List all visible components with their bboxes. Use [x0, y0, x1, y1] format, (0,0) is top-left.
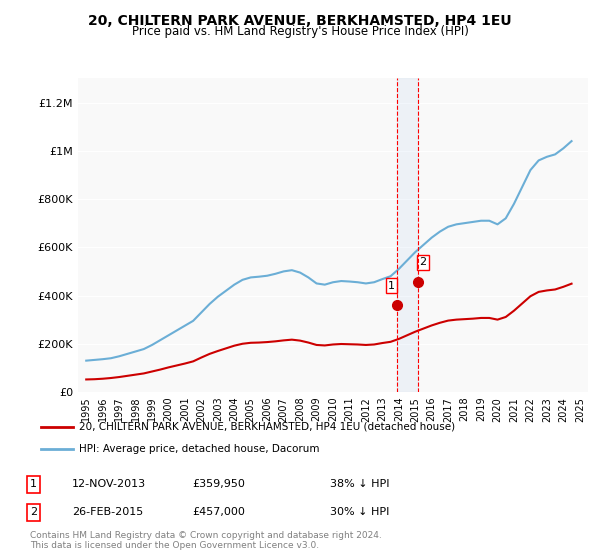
Text: 1: 1 [388, 281, 395, 291]
Text: Contains HM Land Registry data © Crown copyright and database right 2024.
This d: Contains HM Land Registry data © Crown c… [30, 530, 382, 550]
Text: £457,000: £457,000 [192, 507, 245, 517]
Text: 20, CHILTERN PARK AVENUE, BERKHAMSTED, HP4 1EU (detached house): 20, CHILTERN PARK AVENUE, BERKHAMSTED, H… [79, 422, 455, 432]
Bar [397, 78, 418, 392]
Text: 12-NOV-2013: 12-NOV-2013 [72, 479, 146, 489]
Text: 20, CHILTERN PARK AVENUE, BERKHAMSTED, HP4 1EU: 20, CHILTERN PARK AVENUE, BERKHAMSTED, H… [88, 14, 512, 28]
Text: 1: 1 [30, 479, 37, 489]
Text: 2: 2 [419, 257, 427, 267]
Text: 2: 2 [30, 507, 37, 517]
Text: 26-FEB-2015: 26-FEB-2015 [72, 507, 143, 517]
Text: 38% ↓ HPI: 38% ↓ HPI [330, 479, 389, 489]
Text: £359,950: £359,950 [192, 479, 245, 489]
Text: HPI: Average price, detached house, Dacorum: HPI: Average price, detached house, Daco… [79, 445, 319, 454]
Text: Price paid vs. HM Land Registry's House Price Index (HPI): Price paid vs. HM Land Registry's House … [131, 25, 469, 38]
Text: 30% ↓ HPI: 30% ↓ HPI [330, 507, 389, 517]
